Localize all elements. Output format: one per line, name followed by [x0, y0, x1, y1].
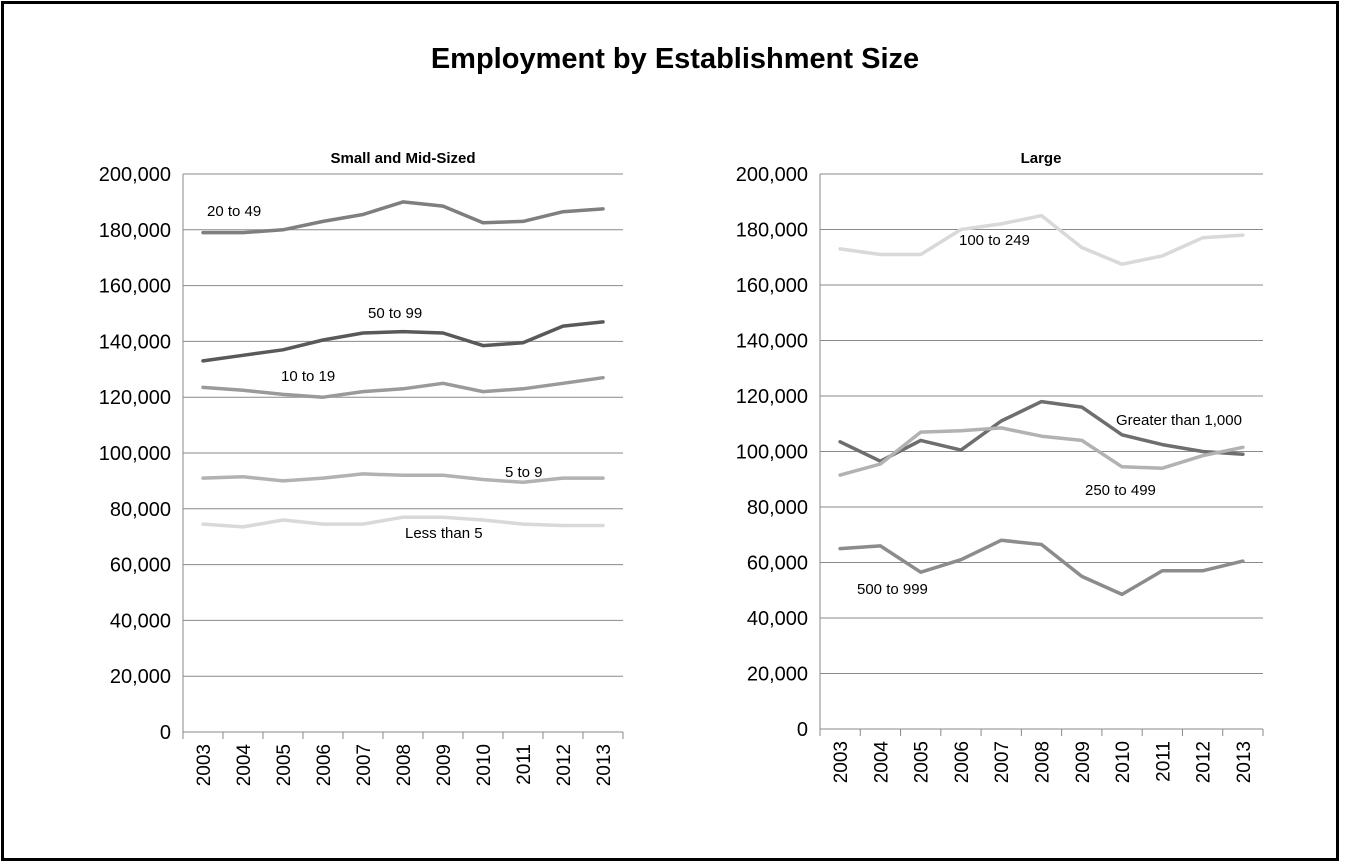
series-line — [201, 472, 605, 485]
x-tick-label: 2005 — [274, 744, 295, 786]
panel-small-and-mid-sized: Small and Mid-Sized 0 20,000 40,000 60,000 80… — [99, 150, 624, 787]
x-tick-label: 2008 — [1033, 741, 1054, 783]
series-line — [201, 320, 605, 363]
x-tick-label: 2006 — [952, 741, 973, 783]
y-tick-label: 140,000 — [99, 331, 171, 353]
x-tick-label: 2013 — [1234, 741, 1255, 783]
x-tick-label: 2011 — [514, 744, 535, 785]
x-tick-label: 2004 — [871, 741, 892, 784]
panel-large: Large 0 20,000 40,000 60,000 80,000 100,000 120… — [736, 150, 1264, 784]
series-line — [838, 399, 1245, 463]
series-label: 250 to 499 — [1085, 482, 1156, 499]
panel-title: Small and Mid-Sized — [330, 150, 475, 167]
x-tick-label: 2010 — [474, 744, 495, 786]
chart-title: Employment by Establishment Size — [431, 43, 919, 75]
y-tick-label: 40,000 — [110, 610, 171, 632]
y-tick-label: 200,000 — [99, 164, 171, 186]
x-tick-label: 2009 — [1073, 741, 1094, 783]
x-tick-label: 2011 — [1153, 741, 1174, 782]
x-tick-label: 2006 — [314, 744, 335, 786]
series-line — [201, 515, 605, 529]
series-label: Greater than 1,000 — [1116, 412, 1242, 429]
y-tick-label: 0 — [797, 719, 808, 741]
y-tick-label: 20,000 — [110, 666, 171, 688]
series-label: 5 to 9 — [505, 464, 543, 481]
x-tick-label: 2003 — [831, 741, 852, 783]
y-tick-label: 160,000 — [99, 276, 171, 298]
series-line — [838, 538, 1245, 597]
y-tick-label: 100,000 — [99, 443, 171, 465]
series-line — [201, 375, 605, 399]
y-tick-label: 60,000 — [110, 555, 171, 577]
series-label: 500 to 999 — [857, 581, 928, 598]
y-tick-label: 120,000 — [736, 386, 808, 408]
series-label: 100 to 249 — [959, 232, 1030, 249]
series-line — [201, 200, 605, 235]
panel-title: Large — [1021, 150, 1062, 167]
x-tick-label: 2005 — [912, 741, 933, 783]
y-tick-label: 180,000 — [99, 220, 171, 242]
x-tick-label: 2010 — [1113, 741, 1134, 783]
y-tick-label: 100,000 — [736, 442, 808, 464]
x-tick-label: 2008 — [394, 744, 415, 786]
series-label: Less than 5 — [405, 525, 483, 542]
series-label: 20 to 49 — [207, 203, 261, 220]
x-tick-label: 2012 — [1194, 741, 1215, 783]
y-tick-label: 120,000 — [99, 387, 171, 409]
series-line — [838, 213, 1245, 266]
x-tick-label: 2012 — [554, 744, 575, 786]
series-label: 10 to 19 — [281, 368, 335, 385]
y-tick-label: 140,000 — [736, 331, 808, 353]
y-tick-label: 160,000 — [736, 275, 808, 297]
y-tick-label: 80,000 — [747, 497, 808, 519]
y-tick-label: 40,000 — [747, 608, 808, 630]
y-tick-label: 180,000 — [736, 220, 808, 242]
x-tick-label: 2013 — [594, 744, 615, 786]
y-tick-label: 80,000 — [110, 499, 171, 521]
x-tick-label: 2004 — [234, 744, 255, 787]
y-tick-label: 60,000 — [747, 553, 808, 575]
series-label: 50 to 99 — [368, 305, 422, 322]
x-tick-label: 2007 — [354, 744, 375, 786]
y-tick-label: 0 — [160, 722, 171, 744]
series-line — [838, 426, 1245, 477]
y-tick-label: 200,000 — [736, 164, 808, 186]
x-tick-label: 2009 — [434, 744, 455, 786]
x-tick-label: 2007 — [992, 741, 1013, 783]
x-tick-label: 2003 — [194, 744, 215, 786]
y-tick-label: 20,000 — [747, 664, 808, 686]
